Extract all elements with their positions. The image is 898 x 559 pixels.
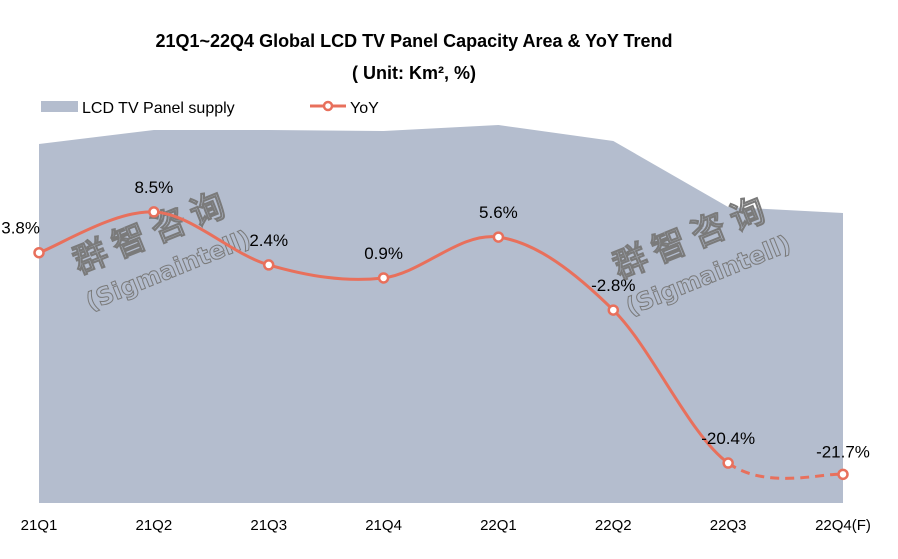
- legend-label-yoy: YoY: [350, 100, 379, 117]
- legend-swatch-yoy-marker: [322, 100, 334, 112]
- yoy-point-22q2: [607, 304, 620, 316]
- yoy-point-22q1: [492, 231, 505, 243]
- data-label: 2.4%: [249, 231, 288, 250]
- data-labels: 3.8% 8.5% 2.4% 0.9% 5.6% -2.8% -20.4% -21.7%: [1, 178, 870, 461]
- data-label: 3.8%: [1, 219, 40, 238]
- yoy-point-21q2: [148, 206, 160, 218]
- yoy-point-21q3: [262, 259, 275, 271]
- yoy-point-21q4: [377, 272, 390, 284]
- yoy-series: [33, 206, 849, 481]
- legend: LCD TV Panel supply YoY: [41, 100, 379, 117]
- yoy-point-22q3: [722, 457, 734, 469]
- yoy-point-22q4f: [837, 468, 849, 481]
- x-tick-label: 21Q2: [136, 517, 173, 534]
- x-tick-label: 22Q3: [710, 517, 747, 534]
- data-label: -21.7%: [816, 442, 870, 461]
- legend-swatch-supply: [41, 101, 78, 112]
- data-label: -20.4%: [701, 429, 755, 448]
- legend-label-supply: LCD TV Panel supply: [82, 100, 235, 117]
- data-label: 0.9%: [364, 244, 403, 263]
- data-label: 8.5%: [134, 178, 173, 197]
- x-tick-label: 22Q4(F): [815, 517, 871, 534]
- chart-title: 21Q1~22Q4 Global LCD TV Panel Capacity A…: [155, 31, 672, 51]
- x-axis-ticks: 21Q1 21Q2 21Q3 21Q4 22Q1 22Q2 22Q3 22Q4(F): [21, 517, 871, 534]
- data-label: -2.8%: [591, 276, 635, 295]
- x-tick-label: 21Q4: [365, 517, 402, 534]
- chart-subtitle: ( Unit: Km², %): [352, 63, 476, 83]
- x-tick-label: 21Q3: [250, 517, 287, 534]
- x-tick-label: 22Q2: [595, 517, 632, 534]
- yoy-point-21q1: [33, 246, 45, 259]
- yoy-line-forecast: [727, 461, 844, 480]
- x-tick-label: 22Q1: [480, 517, 517, 534]
- x-tick-label: 21Q1: [21, 517, 58, 534]
- area-series: [39, 125, 843, 503]
- data-label: 5.6%: [479, 203, 518, 222]
- area-supply: [39, 125, 843, 503]
